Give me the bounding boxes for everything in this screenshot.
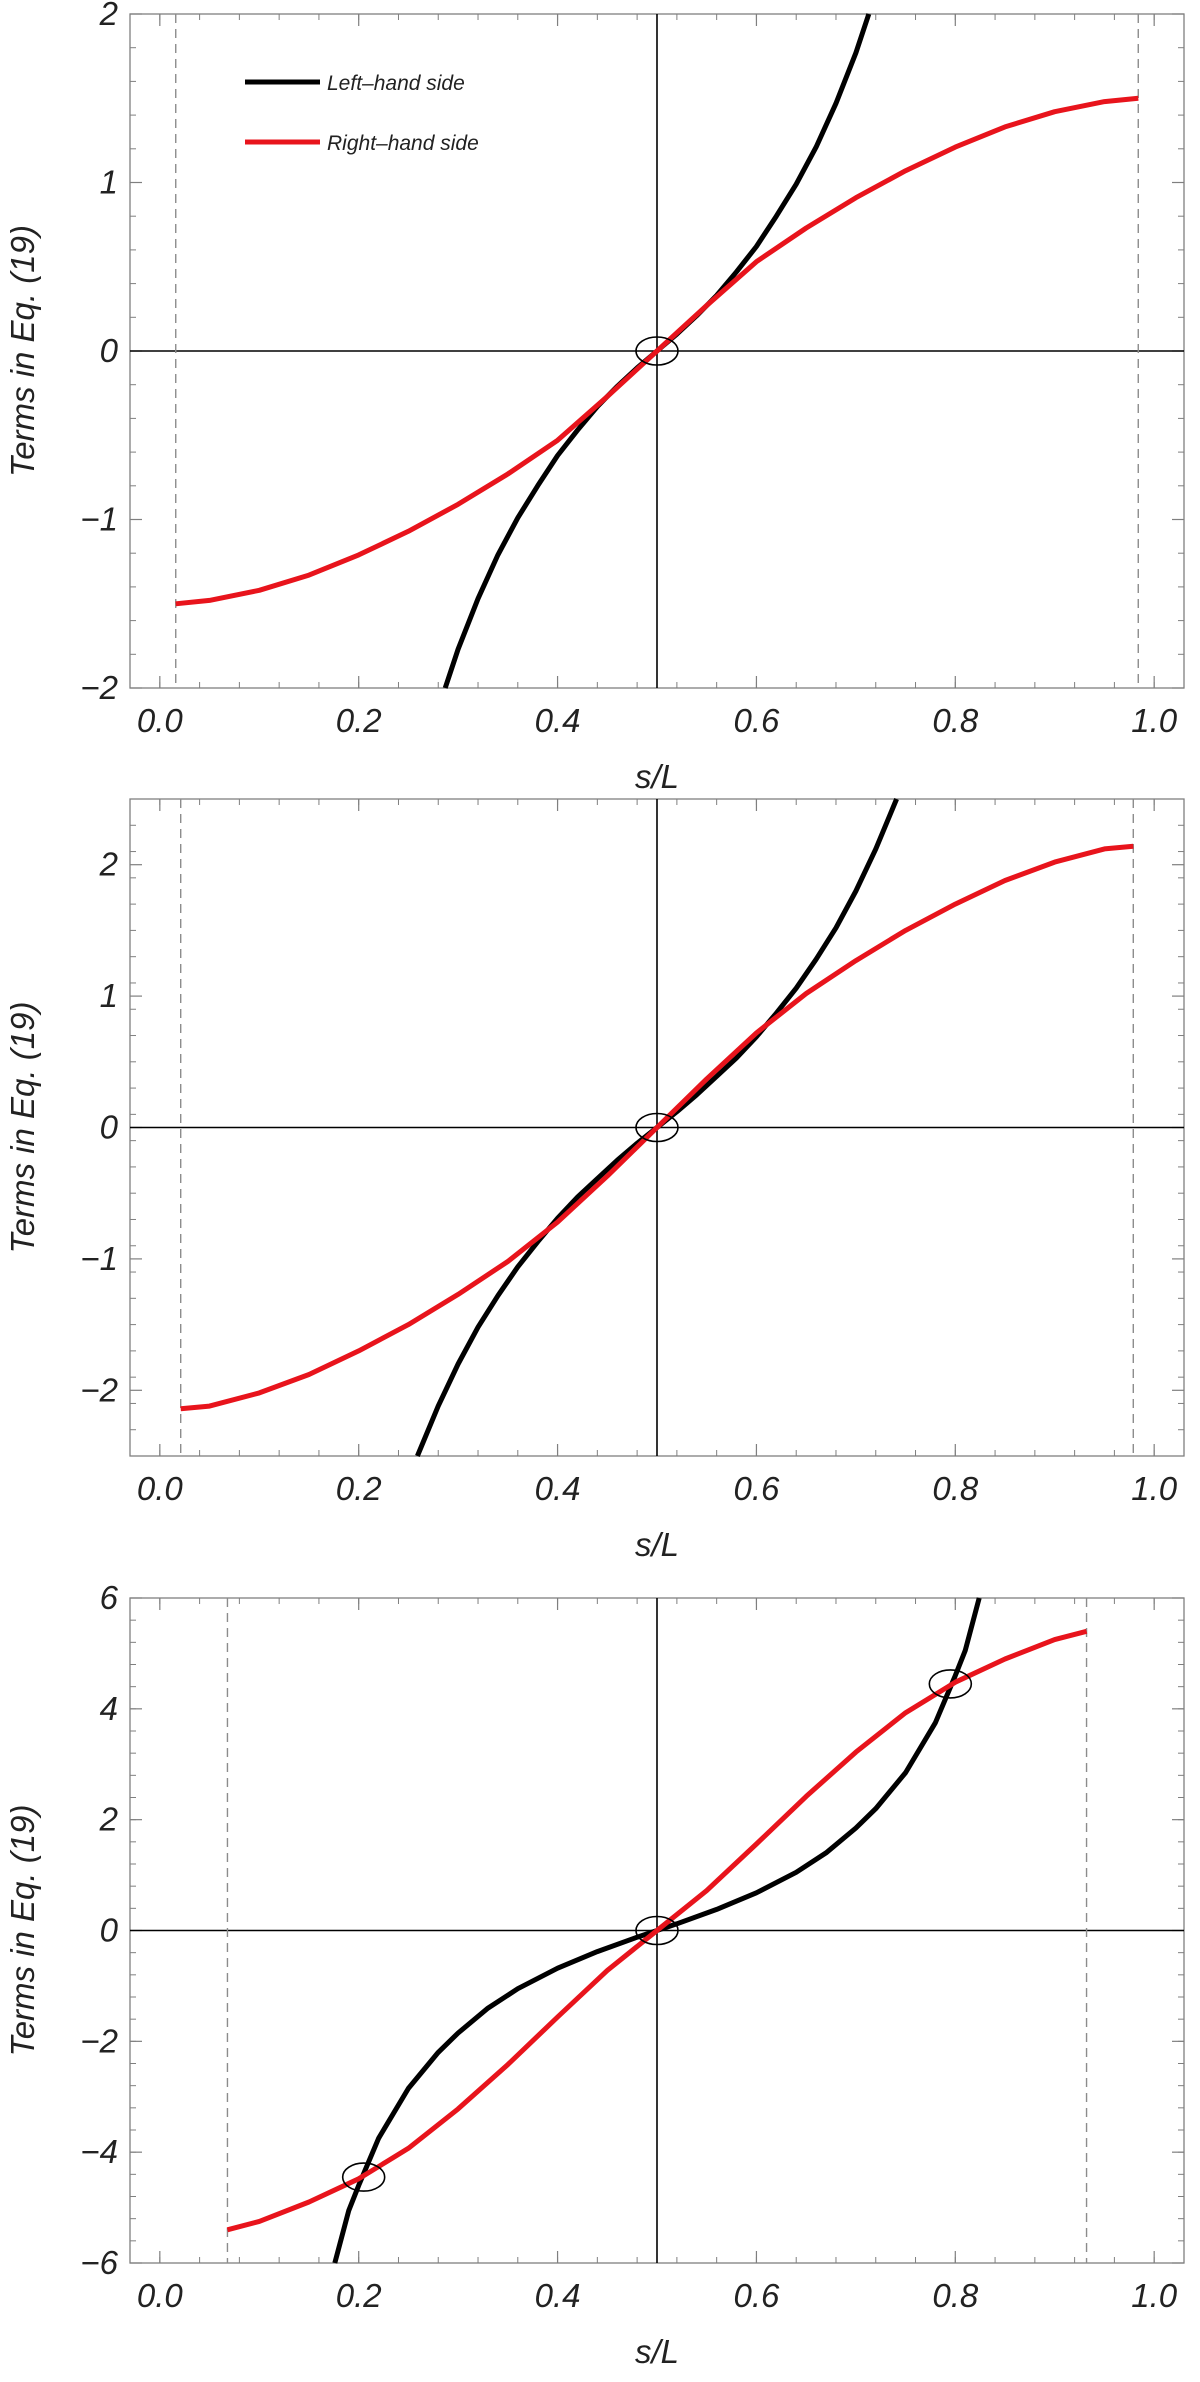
x-tick-label: 1.0 [1131, 1470, 1178, 1507]
x-tick-label: 0.6 [733, 2277, 780, 2314]
y-tick-label: −1 [80, 501, 118, 538]
y-tick-label: 0 [100, 1109, 119, 1146]
intersection-marker [341, 2162, 386, 2192]
x-tick-label: 0.4 [535, 2277, 581, 2314]
intersection-marker [635, 1112, 679, 1143]
x-tick-label: 0.2 [336, 2277, 382, 2314]
intersection-marker [635, 336, 679, 366]
legend-label-left: Left–hand side [327, 72, 465, 95]
y-tick-label: 2 [99, 0, 118, 32]
x-tick-label: 0.6 [733, 702, 780, 739]
intersection-marker [928, 1669, 973, 1699]
x-tick-label: 0.0 [137, 1470, 184, 1507]
y-tick-label: −1 [80, 1240, 118, 1277]
chart-panel-2: 0.0 0.2 0.4 0.6 0.8 1.0 −2 −1 0 1 2 s/L Terms in Eq.… [4, 798, 1185, 1563]
y-tick-label: 1 [100, 164, 118, 201]
x-tick-label: 0.0 [137, 702, 184, 739]
y-tick-label: −4 [80, 2133, 118, 2170]
y-tick-label: 2 [99, 846, 118, 883]
right-hand-side-curve [175, 95, 1139, 607]
y-axis-title: Terms in Eq. (19) [4, 1805, 41, 2057]
chart-panel-1: 0.0 0.2 0.4 0.6 0.8 1.0 −2 −1 0 1 2 s/L Terms in Eq.… [4, 0, 1185, 795]
y-tick-label: −2 [80, 2022, 118, 2059]
legend: Left–hand side Right–hand side [245, 72, 479, 155]
x-tick-label: 1.0 [1131, 702, 1178, 739]
y-tick-label: −2 [80, 669, 118, 706]
x-tick-label: 0.2 [336, 702, 382, 739]
y-tick-label: −6 [80, 2244, 118, 2281]
x-tick-label: 0.0 [137, 2277, 184, 2314]
x-tick-label: 0.2 [336, 1470, 382, 1507]
y-tick-label: 4 [100, 1690, 118, 1727]
right-hand-side-curve [180, 843, 1134, 1412]
right-hand-side-curve [226, 1628, 1088, 2233]
y-axis-title: Terms in Eq. (19) [4, 1002, 41, 1254]
legend-label-right: Right–hand side [327, 132, 479, 155]
x-tick-label: 0.8 [932, 1470, 979, 1507]
x-axis-title: s/L [635, 1526, 679, 1563]
x-axis-title: s/L [635, 758, 679, 795]
y-axis-title: Terms in Eq. (19) [4, 225, 41, 477]
intersection-marker [635, 1915, 679, 1946]
y-tick-label: 0 [100, 1912, 119, 1949]
y-tick-label: 2 [99, 1801, 118, 1838]
y-tick-label: 0 [100, 332, 119, 369]
y-tick-label: 6 [100, 1579, 119, 1616]
x-tick-label: 1.0 [1131, 2277, 1178, 2314]
x-axis-title: s/L [635, 2333, 679, 2370]
x-tick-label: 0.4 [535, 1470, 581, 1507]
x-tick-label: 0.4 [535, 702, 581, 739]
y-tick-label: −2 [80, 1371, 118, 1408]
y-tick-label: 1 [100, 977, 118, 1014]
chart-panel-3: 0.0 0.2 0.4 0.6 0.8 1.0 −6 −4 −2 0 2 4 6 s/L Terms in … [4, 1579, 1185, 2370]
x-tick-label: 0.6 [733, 1470, 780, 1507]
x-tick-label: 0.8 [932, 702, 979, 739]
x-tick-label: 0.8 [932, 2277, 979, 2314]
